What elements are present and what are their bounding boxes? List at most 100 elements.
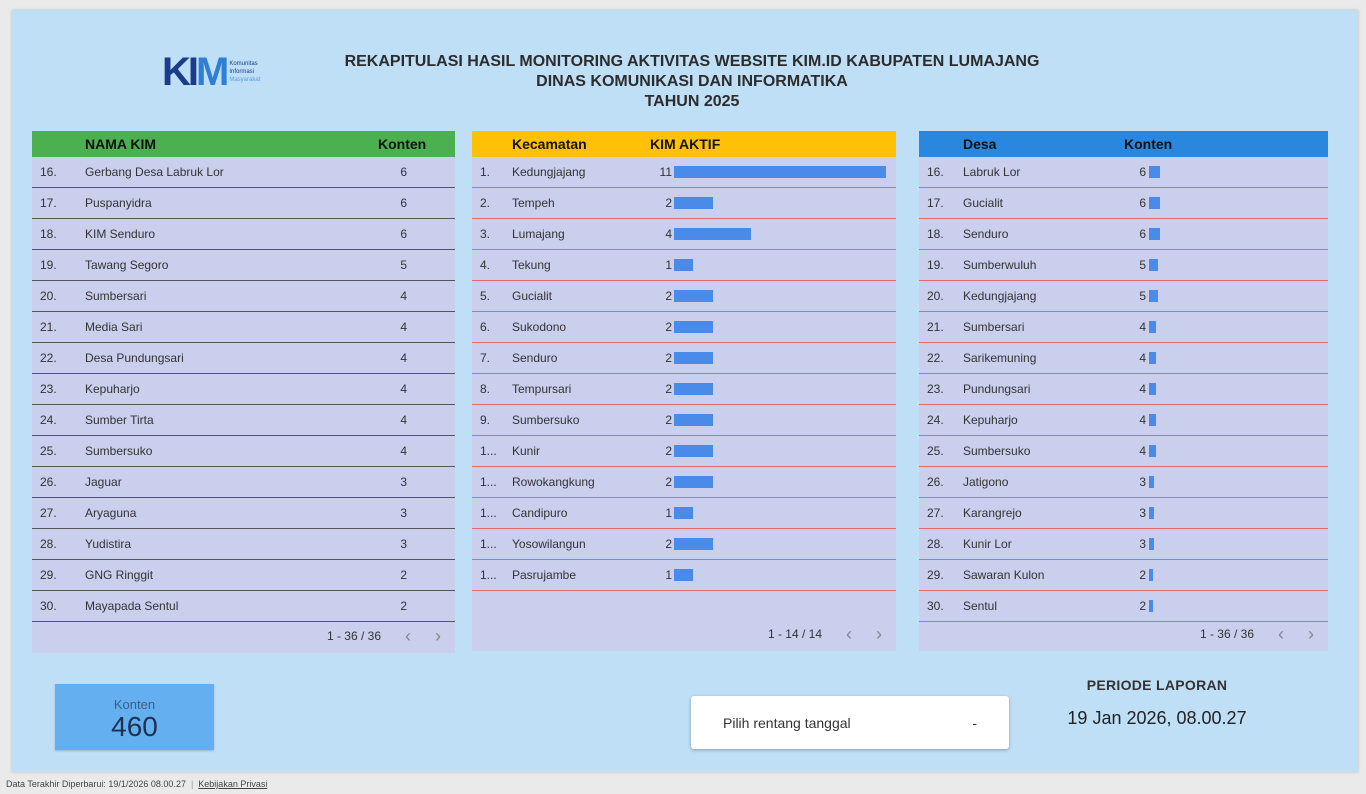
table-row[interactable]: 2. Tempeh 2 (472, 188, 896, 219)
table-row[interactable]: 19. Tawang Segoro 5 (32, 250, 455, 281)
table-row[interactable]: 19. Sumberwuluh 5 (919, 250, 1328, 281)
table-row[interactable]: 16. Gerbang Desa Labruk Lor 6 (32, 157, 455, 188)
chevron-left-icon[interactable]: ‹ (846, 624, 852, 644)
row-number: 20. (927, 289, 944, 303)
value-bar (1149, 476, 1154, 488)
value-bar (1149, 290, 1158, 302)
table-row[interactable]: 20. Sumbersari 4 (32, 281, 455, 312)
column-header-konten[interactable]: Konten (1124, 136, 1173, 152)
chevron-right-icon[interactable]: › (876, 624, 882, 644)
table-row[interactable]: 27. Aryaguna 3 (32, 498, 455, 529)
table-header[interactable]: Kecamatan KIM AKTIF (472, 131, 896, 157)
row-name: Tempeh (512, 196, 555, 210)
table-row[interactable]: 27. Karangrejo 3 (919, 498, 1328, 529)
table-row[interactable]: 30. Mayapada Sentul 2 (32, 591, 455, 622)
row-name: Sukodono (512, 320, 567, 334)
table-row[interactable]: 30. Sentul 2 (919, 591, 1328, 622)
column-header-kim-aktif[interactable]: KIM AKTIF (650, 136, 721, 152)
row-value: 3 (1139, 537, 1146, 551)
row-name: Gucialit (963, 196, 1004, 210)
table-row[interactable]: 26. Jatigono 3 (919, 467, 1328, 498)
row-name: Sumbersuko (963, 444, 1031, 458)
chevron-left-icon[interactable]: ‹ (1278, 624, 1284, 644)
table-row[interactable]: 1... Kunir 2 (472, 436, 896, 467)
table-row[interactable]: 29. Sawaran Kulon 2 (919, 560, 1328, 591)
row-number: 16. (927, 165, 944, 179)
row-value: 4 (400, 289, 407, 303)
table-row[interactable]: 21. Sumbersari 4 (919, 312, 1328, 343)
value-bar (674, 321, 713, 333)
chevron-left-icon[interactable]: ‹ (405, 626, 411, 646)
table-row[interactable]: 25. Sumbersuko 4 (32, 436, 455, 467)
table-row[interactable]: 8. Tempursari 2 (472, 374, 896, 405)
table-row[interactable]: 25. Sumbersuko 4 (919, 436, 1328, 467)
column-header-nama-kim[interactable]: NAMA KIM (85, 136, 157, 152)
column-header-konten[interactable]: Konten (378, 136, 427, 152)
row-name: Lumajang (512, 227, 565, 241)
row-name: Kedungjajang (512, 165, 586, 179)
table-row[interactable]: 26. Jaguar 3 (32, 467, 455, 498)
table-row[interactable]: 20. Kedungjajang 5 (919, 281, 1328, 312)
table-row[interactable]: 24. Kepuharjo 4 (919, 405, 1328, 436)
table-row[interactable]: 1... Candipuro 1 (472, 498, 896, 529)
value-bar (1149, 321, 1156, 333)
table-row[interactable]: 1. Kedungjajang 11 (472, 157, 896, 188)
row-value: 2 (665, 475, 672, 489)
column-header-desa[interactable]: Desa (963, 136, 997, 152)
row-number: 17. (927, 196, 944, 210)
table-row[interactable]: 9. Sumbersuko 2 (472, 405, 896, 436)
table-header[interactable]: NAMA KIM Konten (32, 131, 455, 157)
row-name: Desa Pundungsari (85, 351, 184, 365)
table-row[interactable]: 22. Sarikemuning 4 (919, 343, 1328, 374)
privacy-link[interactable]: Kebijakan Privasi (198, 779, 268, 789)
table-row[interactable]: 17. Puspanyidra 6 (32, 188, 455, 219)
table-row[interactable]: 23. Pundungsari 4 (919, 374, 1328, 405)
kim-table: NAMA KIM Konten 16. Gerbang Desa Labruk L… (32, 131, 455, 653)
table-row[interactable]: 1... Pasrujambe 1 (472, 560, 896, 591)
row-number: 26. (927, 475, 944, 489)
value-bar (674, 569, 693, 581)
value-bar (1149, 352, 1156, 364)
table-row[interactable]: 28. Kunir Lor 3 (919, 529, 1328, 560)
table-row[interactable]: 21. Media Sari 4 (32, 312, 455, 343)
value-bar (674, 538, 713, 550)
row-number: 4. (480, 258, 491, 272)
row-number: 8. (480, 382, 491, 396)
table-row[interactable]: 17. Gucialit 6 (919, 188, 1328, 219)
table-row[interactable]: 1... Yosowilangun 2 (472, 529, 896, 560)
table-row[interactable]: 23. Kepuharjo 4 (32, 374, 455, 405)
table-header[interactable]: Desa Konten (919, 131, 1328, 157)
table-row[interactable]: 4. Tekung 1 (472, 250, 896, 281)
row-number: 23. (927, 382, 944, 396)
value-bar (1149, 538, 1154, 550)
row-value: 5 (400, 258, 407, 272)
row-value: 4 (400, 320, 407, 334)
table-row[interactable]: 24. Sumber Tirta 4 (32, 405, 455, 436)
scorecard-value: 460 (111, 711, 158, 742)
row-name: Pasrujambe (512, 568, 577, 582)
chevron-right-icon[interactable]: › (1308, 624, 1314, 644)
table-row[interactable]: 18. KIM Senduro 6 (32, 219, 455, 250)
row-value: 3 (1139, 475, 1146, 489)
date-range-picker[interactable]: Pilih rentang tanggal - (691, 696, 1009, 749)
table-row[interactable]: 18. Senduro 6 (919, 219, 1328, 250)
table-body: 1. Kedungjajang 11 2. Tempeh 2 3. Lumajang 4 4. Te… (472, 157, 896, 591)
pagination-label: 1 - 14 / 14 (767, 627, 822, 641)
table-row[interactable]: 16. Labruk Lor 6 (919, 157, 1328, 188)
row-value: 5 (1139, 289, 1146, 303)
chevron-right-icon[interactable]: › (435, 626, 441, 646)
row-number: 30. (927, 599, 944, 613)
table-row[interactable]: 29. GNG Ringgit 2 (32, 560, 455, 591)
table-row[interactable]: 7. Senduro 2 (472, 343, 896, 374)
table-row[interactable]: 1... Rowokangkung 2 (472, 467, 896, 498)
row-value: 6 (400, 196, 407, 210)
table-row[interactable]: 28. Yudistira 3 (32, 529, 455, 560)
row-value: 4 (400, 382, 407, 396)
table-row[interactable]: 3. Lumajang 4 (472, 219, 896, 250)
table-row[interactable]: 22. Desa Pundungsari 4 (32, 343, 455, 374)
row-name: Kunir (512, 444, 541, 458)
table-row[interactable]: 5. Gucialit 2 (472, 281, 896, 312)
column-header-kecamatan[interactable]: Kecamatan (512, 136, 587, 152)
table-row[interactable]: 6. Sukodono 2 (472, 312, 896, 343)
row-number: 24. (927, 413, 944, 427)
